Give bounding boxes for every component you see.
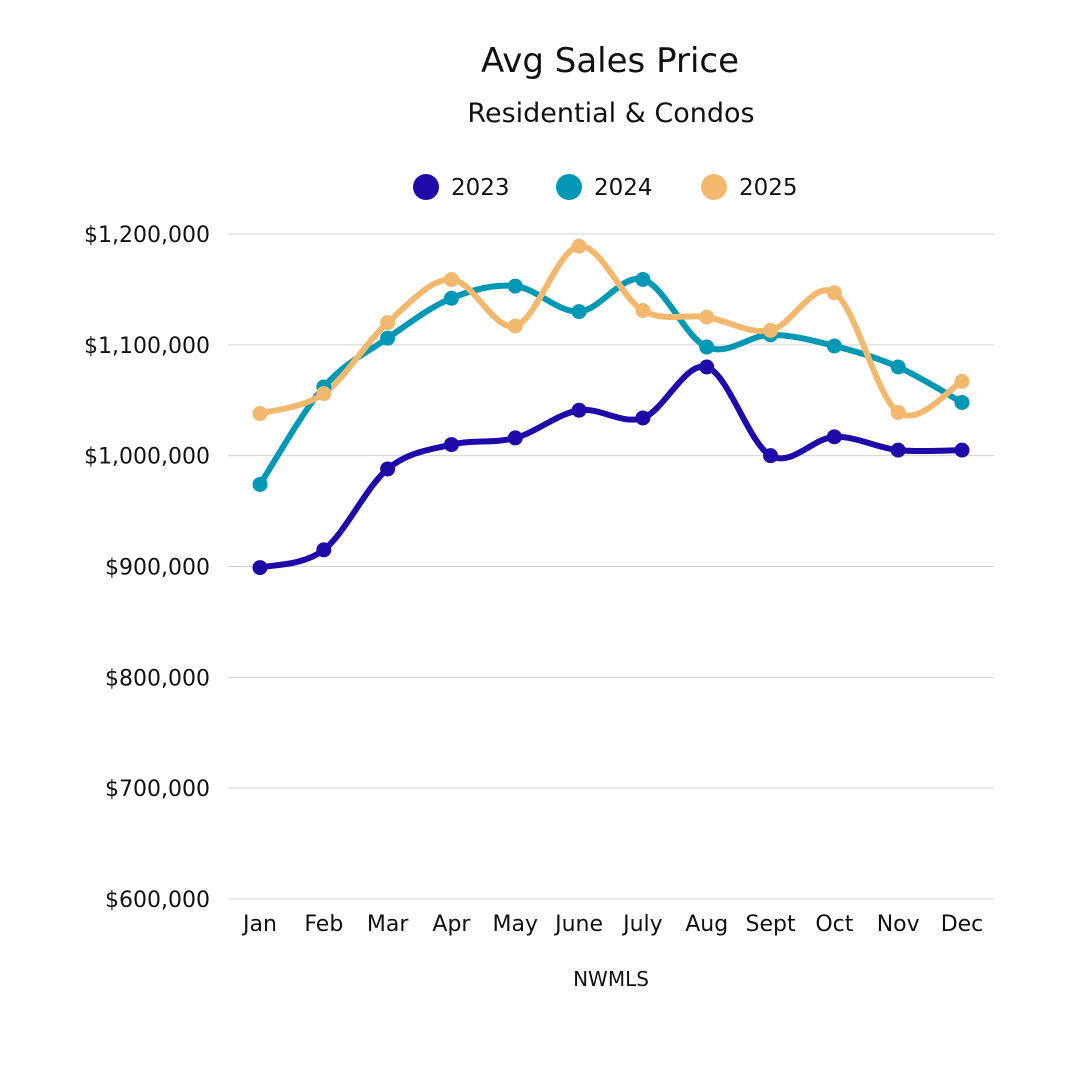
legend-label: 2025 (739, 175, 798, 201)
data-point-2024-July (635, 271, 651, 287)
x-tick-label: Dec (941, 912, 984, 937)
data-point-2024-Oct (826, 338, 842, 354)
data-point-2025-July (635, 302, 651, 318)
x-tick-label: Mar (367, 912, 409, 937)
data-point-2025-May (507, 318, 523, 334)
y-tick-label: $600,000 (105, 888, 210, 913)
x-tick-label: Aug (685, 912, 728, 937)
legend-marker (556, 174, 582, 200)
data-point-2023-Feb (316, 542, 332, 558)
chart-subtitle: Residential & Condos (467, 98, 754, 129)
data-point-2023-June (571, 402, 587, 418)
legend-item-2023: 2023 (413, 174, 510, 201)
data-point-2024-June (571, 304, 587, 320)
data-point-2023-July (635, 410, 651, 426)
series-points (252, 238, 970, 576)
data-point-2025-Nov (890, 404, 906, 420)
chart-title: Avg Sales Price (481, 41, 739, 81)
data-point-2023-Nov (890, 442, 906, 458)
data-point-2023-Sept (763, 448, 779, 464)
data-point-2023-Mar (380, 461, 396, 477)
chart-legend: 2023 2024 2025 (413, 174, 798, 201)
x-tick-label: Apr (432, 912, 471, 937)
y-tick-label: $1,000,000 (84, 445, 210, 470)
x-tick-label: Oct (815, 912, 853, 937)
x-tick-label: Jan (241, 912, 277, 937)
x-tick-label: July (621, 912, 663, 937)
y-tick-label: $700,000 (105, 777, 210, 802)
y-tick-label: $1,100,000 (84, 334, 210, 359)
series-line-2023 (257, 363, 965, 571)
data-point-2024-Mar (380, 330, 396, 346)
data-point-2025-Mar (380, 315, 396, 331)
data-point-2023-May (507, 430, 523, 446)
data-point-2025-Feb (316, 386, 332, 402)
y-tick-label: $800,000 (105, 666, 210, 691)
data-point-2023-Aug (699, 359, 715, 375)
data-point-2025-June (571, 238, 587, 254)
data-point-2025-Sept (763, 322, 779, 338)
series-line-2024 (257, 275, 965, 488)
series-line-2025 (257, 243, 965, 419)
data-point-2024-Dec (954, 394, 970, 410)
data-point-2024-Jan (252, 476, 268, 492)
data-point-2025-Aug (699, 309, 715, 325)
data-point-2023-Apr (443, 437, 459, 453)
x-tick-label: Nov (877, 912, 920, 937)
data-point-2025-Oct (826, 285, 842, 301)
y-gridlines (228, 233, 994, 900)
data-point-2023-Jan (252, 560, 268, 576)
legend-marker (701, 174, 727, 200)
legend-marker (413, 174, 439, 200)
legend-label: 2023 (451, 175, 510, 201)
y-tick-label: $900,000 (105, 556, 210, 581)
legend-label: 2024 (594, 175, 653, 201)
y-axis-tick-labels: $600,000 $700,000 $800,000 $900,000 $1,000,0… (84, 223, 210, 913)
data-point-2024-Apr (443, 290, 459, 306)
data-point-2023-Dec (954, 442, 970, 458)
data-point-2024-May (507, 278, 523, 294)
data-point-2025-Jan (252, 406, 268, 422)
data-point-2024-Nov (890, 359, 906, 375)
x-tick-label: June (553, 912, 603, 937)
source-label: NWMLS (573, 967, 649, 991)
series-lines (257, 243, 965, 571)
data-point-2025-Dec (954, 373, 970, 389)
x-tick-label: May (493, 912, 538, 937)
y-tick-label: $1,200,000 (84, 223, 210, 248)
legend-item-2025: 2025 (701, 174, 798, 201)
data-point-2025-Apr (443, 271, 459, 287)
data-point-2024-Aug (699, 339, 715, 355)
x-tick-label: Sept (745, 912, 795, 937)
data-point-2023-Oct (826, 429, 842, 445)
x-tick-label: Feb (304, 912, 343, 937)
x-axis-tick-labels: Jan Feb Mar Apr May June July Aug Sept Oct Nov Dec (241, 912, 983, 937)
legend-item-2024: 2024 (556, 174, 653, 201)
